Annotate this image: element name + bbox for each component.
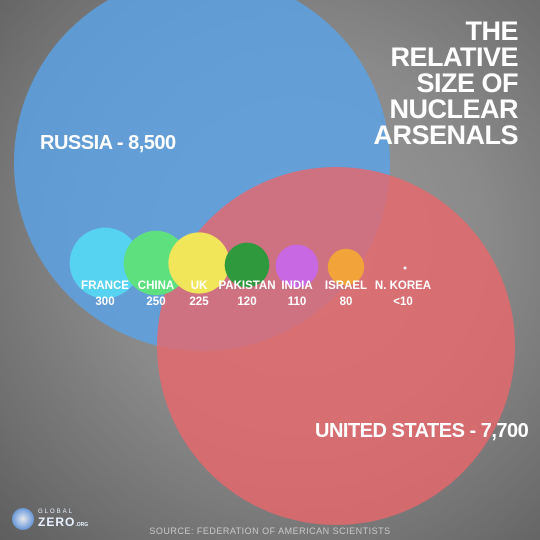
france-bubble (69, 227, 141, 299)
north-korea-bubble (403, 266, 407, 270)
pakistan-value: 120 (237, 296, 257, 308)
globe-icon (12, 507, 34, 530)
title-line: NUCLEAR (389, 94, 519, 124)
china-value: 250 (146, 296, 166, 308)
france-label: FRANCE 300 (81, 278, 129, 310)
india-bubble (275, 244, 319, 288)
france-value: 300 (95, 296, 115, 308)
israel-name: ISRAEL (324, 280, 368, 292)
north-korea-label: N. KOREA <10 (375, 278, 431, 310)
china-label: CHINA 250 (138, 278, 174, 310)
title-line: SIZE OF (416, 68, 518, 98)
india-name: INDIA (281, 280, 313, 292)
israel-bubble (327, 248, 365, 286)
pakistan-bubble (224, 242, 270, 288)
logo-main-word: ZERO (38, 515, 76, 529)
uk-value: 225 (189, 296, 209, 308)
logo-top-text: GLOBAL (38, 509, 75, 515)
pakistan-label: PAKISTAN 120 (218, 278, 275, 310)
logo-suffix: .ORG (75, 522, 89, 528)
india-label: INDIA 110 (281, 278, 312, 310)
pakistan-name: PAKISTAN (218, 280, 276, 292)
global-zero-logo: GLOBAL ZERO.ORG (12, 507, 88, 530)
united-states-bubble (156, 166, 516, 526)
china-name: CHINA (137, 280, 175, 292)
chart-title: THE RELATIVE SIZE OF NUCLEAR ARSENALS (358, 16, 519, 150)
france-name: FRANCE (81, 280, 129, 292)
uk-name: UK (190, 280, 208, 292)
title-line: ARSENALS (373, 120, 518, 150)
china-bubble (123, 230, 189, 296)
israel-label: ISRAEL 80 (325, 278, 367, 310)
north-korea-value: <10 (393, 296, 413, 308)
uk-label: UK 225 (189, 278, 208, 310)
united-states-label: UNITED STATES - 7,700 (315, 420, 529, 442)
title-line: RELATIVE (390, 42, 518, 72)
logo-main-text: ZERO.ORG (38, 515, 89, 530)
india-value: 110 (287, 296, 307, 308)
israel-value: 80 (339, 296, 353, 308)
uk-bubble (168, 232, 230, 294)
title-line: THE (465, 16, 519, 46)
north-korea-name: N. KOREA (374, 280, 432, 292)
logo-text: GLOBAL ZERO.ORG (38, 507, 88, 530)
source-note: SOURCE: FEDERATION OF AMERICAN SCIENTIST… (149, 526, 391, 536)
russia-label: RUSSIA - 8,500 (40, 132, 176, 154)
